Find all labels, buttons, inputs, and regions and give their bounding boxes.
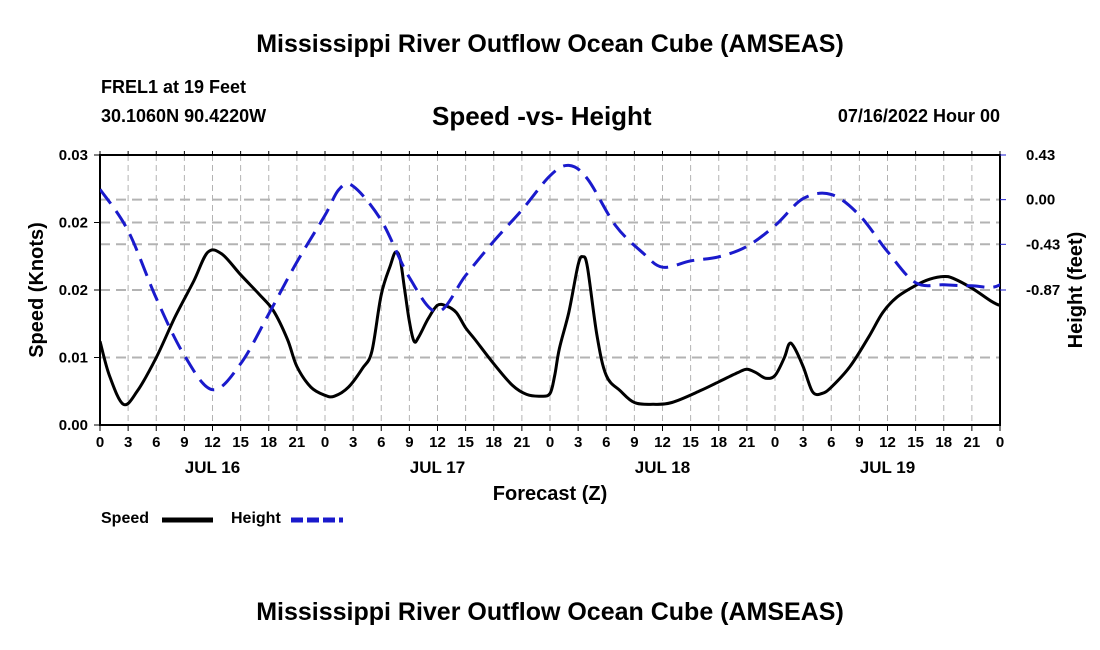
x-tick-label: 15 [232,434,249,451]
right-axis-label: -0.87 [1026,282,1060,299]
right-axis-title: Height (feet) [1065,232,1087,349]
x-tick-label: 6 [827,434,835,451]
series-speed-line [100,248,1000,407]
chart-subtitle: Speed -vs- Height [432,101,652,131]
left-axis-title: Speed (Knots) [26,222,48,358]
x-tick-label: 18 [710,434,727,451]
x-tick-label: 0 [96,434,104,451]
x-axis-title: Forecast (Z) [493,483,607,505]
x-tick-label: 12 [654,434,671,451]
day-label: JUL 16 [185,458,240,477]
left-axis-label: 0.00 [59,417,88,434]
x-tick-label: 12 [204,434,221,451]
x-tick-label: 0 [546,434,554,451]
left-axis-label: 0.01 [59,350,88,367]
main-title: Mississippi River Outflow Ocean Cube (AM… [256,30,844,58]
x-tick-label: 15 [907,434,924,451]
legend-height-label: Height [231,510,281,527]
right-axis-label: -0.43 [1026,236,1060,253]
x-tick-label: 12 [429,434,446,451]
x-tick-label: 9 [630,434,638,451]
legend-speed-label: Speed [101,510,150,527]
day-label: JUL 19 [860,458,915,477]
right-axis-label: 0.00 [1026,192,1055,209]
x-tick-label: 18 [485,434,502,451]
left-axis-label: 0.03 [59,147,88,164]
day-label: JUL 17 [410,458,465,477]
x-tick-label: 3 [574,434,582,451]
station-label: FREL1 at 19 Feet [101,77,247,97]
x-tick-label: 9 [405,434,413,451]
x-tick-label: 18 [260,434,277,451]
left-axis-label: 0.02 [59,215,88,232]
x-tick-label: 18 [935,434,952,451]
x-tick-label: 0 [771,434,779,451]
station-coordinates: 30.1060N 90.4220W [101,106,267,126]
x-tick-label: 12 [879,434,896,451]
right-axis-label: 0.43 [1026,147,1055,164]
x-tick-label: 21 [739,434,756,451]
x-tick-label: 21 [289,434,306,451]
x-tick-label: 3 [349,434,357,451]
repeat-title: Mississippi River Outflow Ocean Cube (AM… [256,598,844,626]
x-tick-label: 15 [457,434,474,451]
x-tick-label: 6 [152,434,160,451]
x-tick-label: 3 [124,434,132,451]
left-axis-label: 0.02 [59,282,88,299]
x-tick-label: 15 [682,434,699,451]
x-tick-label: 21 [514,434,531,451]
x-tick-label: 21 [964,434,981,451]
x-tick-label: 6 [602,434,610,451]
x-tick-label: 9 [180,434,188,451]
x-tick-label: 9 [855,434,863,451]
forecast-date: 07/16/2022 Hour 00 [837,106,1000,126]
x-tick-label: 3 [799,434,807,451]
x-tick-label: 0 [321,434,329,451]
day-label: JUL 18 [635,458,690,477]
x-tick-label: 6 [377,434,385,451]
x-tick-label: 0 [996,434,1004,451]
